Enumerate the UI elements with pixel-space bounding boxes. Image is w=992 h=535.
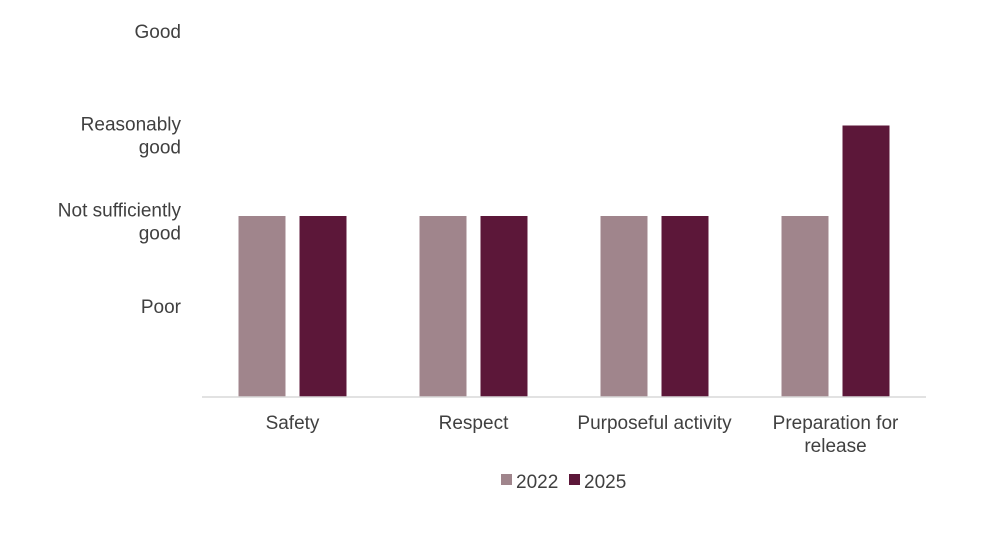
y-tick-label: Reasonably good xyxy=(81,115,182,159)
bar-2022-safety xyxy=(238,216,286,397)
bar-2022-preparation-for-release xyxy=(781,216,829,397)
bar-2022-respect xyxy=(419,216,467,397)
y-tick-label: Good xyxy=(135,22,181,43)
x-tick-label: Respect xyxy=(439,413,509,434)
x-tick-label: Purposeful activity xyxy=(577,413,732,434)
bar-2025-preparation-for-release xyxy=(842,125,890,397)
y-axis-labels: Poor Not sufficiently good Reasonably good Go… xyxy=(58,22,182,318)
x-tick-label: Preparation for release xyxy=(773,413,899,457)
legend-label: 2025 xyxy=(584,472,626,493)
y-tick-label: Not sufficiently good xyxy=(58,201,182,245)
bar-2025-safety xyxy=(299,216,347,397)
bar-2025-purposeful-activity xyxy=(661,216,709,397)
legend-label: 2022 xyxy=(516,472,558,493)
bars xyxy=(238,125,890,397)
legend-swatch xyxy=(501,474,512,485)
x-tick-label: Safety xyxy=(266,413,320,434)
x-axis-labels: Safety Respect Purposeful activity Preparat… xyxy=(266,413,899,457)
legend: 2022 2025 xyxy=(501,472,626,493)
bar-2022-purposeful-activity xyxy=(600,216,648,397)
y-tick-label: Poor xyxy=(141,297,182,318)
bar-2025-respect xyxy=(480,216,528,397)
legend-swatch xyxy=(569,474,580,485)
